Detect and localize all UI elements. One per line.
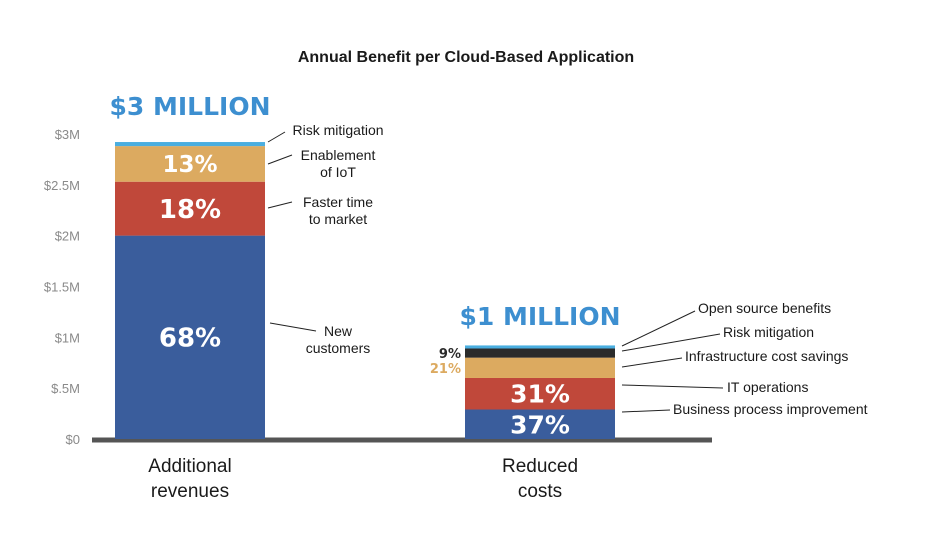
data-label: 9%	[439, 347, 461, 362]
data-label: 31%	[510, 380, 570, 409]
data-label: 18%	[159, 195, 221, 225]
category-label: revenues	[151, 481, 229, 502]
leader-line	[621, 333, 721, 352]
data-label: 13%	[162, 152, 217, 178]
bar-segment	[465, 377, 615, 410]
category-label: Reduced	[502, 456, 578, 477]
y-tick-label: $1.5M	[44, 279, 80, 294]
annotation-label: of IoT	[320, 164, 356, 180]
total-label: $3 MILLION	[109, 92, 270, 121]
annotation-label: Faster time	[303, 194, 373, 210]
bar-segment	[115, 235, 265, 439]
data-label: 21%	[430, 362, 461, 377]
leader-line	[267, 131, 286, 143]
y-tick-label: $.5M	[51, 381, 80, 396]
leader-line	[621, 357, 683, 368]
leader-line	[621, 409, 671, 413]
y-tick-label: $1M	[55, 330, 80, 345]
bar-segment	[115, 146, 265, 182]
annotation-label: Open source benefits	[698, 300, 831, 316]
annotation-label: Risk mitigation	[723, 324, 814, 340]
annotation-label: Infrastructure cost savings	[685, 348, 848, 364]
bar-segment	[115, 181, 265, 236]
annotation-label: New	[324, 323, 353, 339]
annotation-label: Business process improvement	[673, 401, 868, 417]
annotation-label: Risk mitigation	[292, 122, 383, 138]
leader-line	[267, 154, 293, 165]
y-axis: $0 $.5M $1M $1.5M $2M $2.5M $3M	[44, 127, 712, 447]
category-labels: Additional revenues Reduced costs	[148, 456, 578, 502]
bar-segment	[465, 348, 615, 358]
category-label: costs	[518, 481, 562, 502]
chart-title: Annual Benefit per Cloud-Based Applicati…	[298, 49, 634, 66]
annotation-label: to market	[309, 211, 367, 227]
y-tick-label: $2M	[55, 229, 80, 244]
bars: 68% 18% 13% $3 MILLION 37%31% $1 MILLION 9%21%	[109, 92, 620, 439]
data-label: 37%	[510, 410, 570, 439]
bar-segment	[465, 409, 615, 439]
bar-segment	[115, 142, 265, 147]
bar-segment	[465, 345, 615, 349]
annotation-label: IT operations	[727, 379, 808, 395]
y-tick-label: $3M	[55, 127, 80, 142]
category-label: Additional	[148, 456, 231, 477]
total-label: $1 MILLION	[459, 302, 620, 331]
y-tick-label: $2.5M	[44, 178, 80, 193]
annotation-label: customers	[306, 340, 371, 356]
leader-line	[621, 310, 696, 347]
bar-segment	[465, 357, 615, 378]
leader-line	[269, 322, 317, 332]
y-tick-label: $0	[66, 432, 80, 447]
leader-line	[621, 384, 724, 389]
annotation-label: Enablement	[301, 147, 376, 163]
data-label: 68%	[159, 324, 221, 354]
leader-line	[267, 201, 293, 209]
